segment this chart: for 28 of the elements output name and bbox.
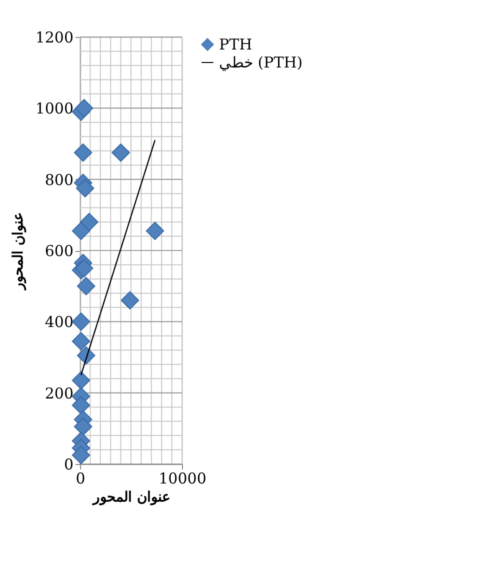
- y-tick-label: 600: [44, 242, 74, 260]
- y-tick-label: 1000: [35, 100, 74, 118]
- y-tick-label: 0: [64, 456, 74, 474]
- point: [72, 446, 90, 464]
- point: [72, 312, 90, 331]
- point: [146, 222, 164, 240]
- y-axis-title: عنوان المحور: [10, 212, 26, 290]
- point: [74, 143, 92, 162]
- point: [76, 276, 96, 296]
- legend-label: خطي (PTH): [219, 54, 303, 72]
- point: [112, 143, 130, 162]
- x-tick-label: 10000: [158, 470, 206, 488]
- point: [74, 417, 92, 436]
- point: [76, 179, 94, 198]
- point: [74, 259, 94, 278]
- point: [74, 99, 94, 118]
- point: [72, 371, 90, 390]
- point: [72, 222, 90, 240]
- y-tick-label: 200: [44, 384, 74, 402]
- point: [72, 332, 90, 350]
- y-tick-label: 1200: [35, 28, 74, 46]
- point: [72, 396, 90, 414]
- y-tick-label: 400: [44, 313, 74, 332]
- point: [120, 291, 140, 310]
- y-tick-label: 800: [44, 170, 74, 189]
- x-axis-title: عنوان المحور: [92, 490, 170, 506]
- legend-label: PTH: [219, 36, 252, 54]
- point: [80, 212, 98, 232]
